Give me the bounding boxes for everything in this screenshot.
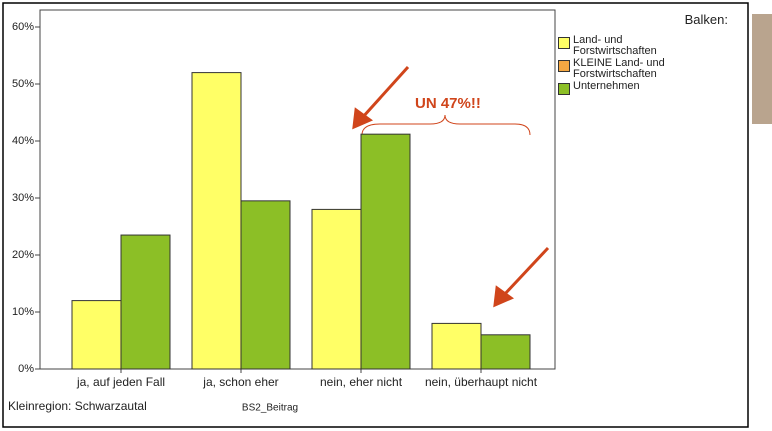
frame	[2, 2, 749, 428]
bar	[480, 334, 531, 370]
bar	[360, 133, 411, 370]
y-tick-label: 30%	[12, 192, 34, 204]
annotation: UN 47%!!	[415, 95, 481, 112]
photo-edge	[752, 14, 772, 124]
legend-swatch	[558, 37, 570, 49]
y-tick-label: 50%	[12, 78, 34, 90]
legend-item: Land- und Forstwirtschaften	[558, 35, 748, 57]
x-axis-label: BS2_Beitrag	[242, 403, 298, 414]
bar	[191, 72, 242, 370]
y-tick-label: 10%	[12, 306, 34, 318]
legend-swatch	[558, 60, 570, 72]
legend-item: KLEINE Land- und Forstwirtschaften	[558, 58, 748, 80]
x-tick-label: ja, auf jeden Fall	[76, 375, 165, 389]
x-tick-label: ja, schon eher	[202, 375, 278, 389]
legend-label: Unternehmen	[573, 80, 640, 92]
brace	[361, 114, 531, 136]
x-tick-label: nein, überhaupt nicht	[425, 375, 538, 389]
y-tick-label: 0%	[18, 363, 34, 375]
legend-label: Land- und Forstwirtschaften	[573, 34, 657, 57]
legend-swatch	[558, 83, 570, 95]
x-tick-label: nein, eher nicht	[320, 375, 403, 389]
bar	[240, 200, 291, 370]
legend-label: KLEINE Land- und Forstwirtschaften	[573, 57, 665, 80]
footnote: Kleinregion: Schwarzautal	[8, 399, 147, 413]
y-tick-label: 40%	[12, 135, 34, 147]
y-tick-label: 20%	[12, 249, 34, 261]
arrows	[352, 65, 550, 308]
legend: Balken: Land- und Forstwirtschaften KLEIN…	[558, 12, 748, 96]
y-tick-label: 60%	[12, 21, 34, 33]
bar	[71, 300, 122, 370]
bar	[311, 208, 362, 370]
legend-title: Balken:	[684, 12, 728, 27]
legend-item: Unternehmen	[558, 81, 748, 95]
bar	[120, 234, 171, 370]
bar	[431, 322, 482, 370]
